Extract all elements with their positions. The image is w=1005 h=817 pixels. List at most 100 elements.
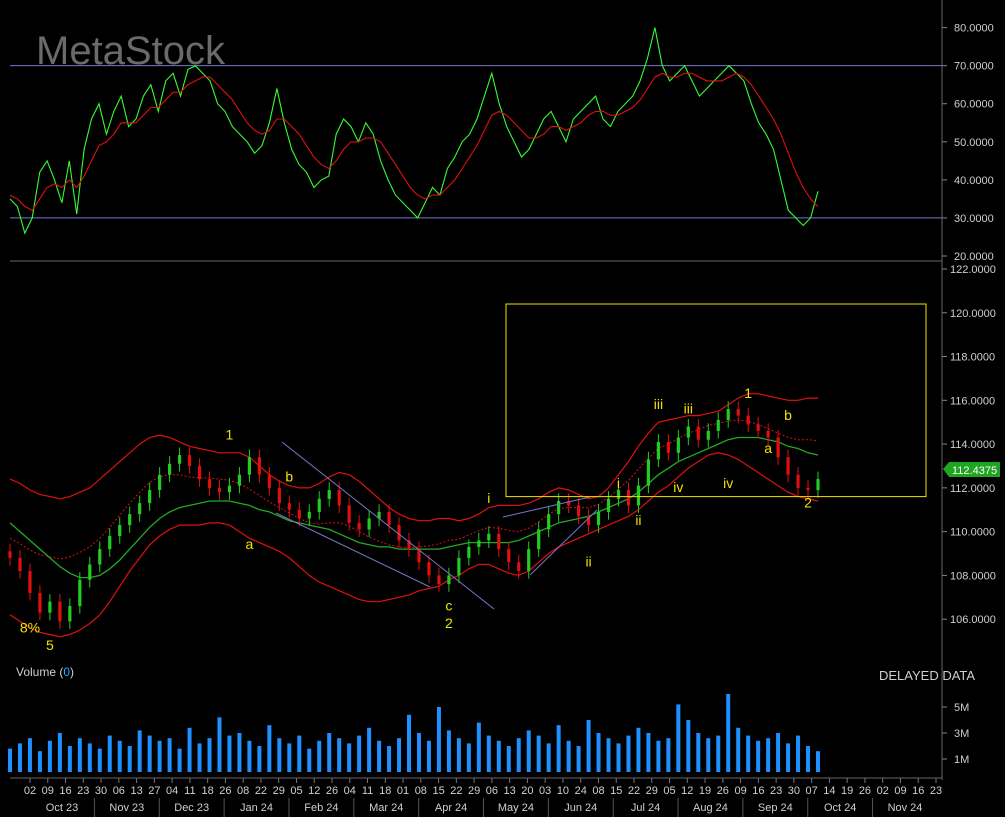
x-day-label: 05 <box>663 785 675 797</box>
candle-body <box>158 474 162 491</box>
watermark-group: MetaStock <box>36 29 226 73</box>
x-month-label: Sep 24 <box>758 802 793 814</box>
x-day-label: 30 <box>788 785 800 797</box>
volume-bar <box>726 694 731 772</box>
candle-body <box>387 511 391 526</box>
x-month-label: Jan 24 <box>240 802 273 814</box>
volume-bar <box>197 743 202 772</box>
volume-bar <box>686 720 691 772</box>
x-month-label: Oct 23 <box>46 802 78 814</box>
volume-bar <box>616 743 621 772</box>
volume-bar <box>486 735 491 772</box>
volume-panel: Volume (0) DELAYED DATA 5M 3M 1M <box>8 665 975 772</box>
volume-bar <box>387 746 392 772</box>
candle-body <box>527 549 531 572</box>
x-day-label: 08 <box>415 785 427 797</box>
candle-body <box>197 465 202 480</box>
candle-body <box>696 426 700 440</box>
candle-body <box>297 509 301 519</box>
candle-body <box>706 430 710 440</box>
candle-body <box>437 575 441 585</box>
candle-body <box>517 562 521 572</box>
volume-bar <box>27 738 32 772</box>
volume-bar <box>97 748 102 772</box>
volume-bar <box>606 738 611 772</box>
candle-body <box>576 505 581 517</box>
candle-body <box>487 533 491 541</box>
candle-body <box>118 525 122 537</box>
candle-body <box>596 511 601 526</box>
wave-label: iv <box>723 475 733 491</box>
candle-body <box>716 420 720 431</box>
wave-label: b <box>285 468 293 484</box>
candle-body <box>616 490 621 499</box>
osc-tick-label: 80.0000 <box>954 23 994 35</box>
volume-bar <box>706 738 711 772</box>
wave-label: 2 <box>445 615 453 631</box>
price-tick-label: 120.0000 <box>950 308 996 320</box>
volume-bar <box>77 738 82 772</box>
volume-title: Volume (0) <box>16 665 74 679</box>
wave-label: iii <box>684 400 693 416</box>
candle-body <box>18 557 22 572</box>
volume-bar <box>796 735 801 772</box>
candle-body <box>636 485 641 506</box>
volume-bar <box>367 727 372 772</box>
x-day-label: 11 <box>362 785 373 797</box>
x-day-label: 09 <box>894 785 906 797</box>
volume-bar <box>816 751 820 772</box>
candle-body <box>177 455 182 464</box>
x-month-label: Apr 24 <box>435 802 467 814</box>
volume-bar <box>277 738 282 772</box>
candle-body <box>397 525 401 541</box>
candle-body <box>736 409 740 416</box>
volume-bar <box>257 746 262 772</box>
last-price-tag: 112.4375 <box>952 465 997 477</box>
x-month-label: Feb 24 <box>304 802 338 814</box>
osc-tick-label: 50.0000 <box>954 137 994 149</box>
x-day-label: 19 <box>841 785 853 797</box>
volume-bar <box>566 740 571 772</box>
oscillator-panel: 80.0000 70.0000 60.0000 50.0000 40.0000 30.00… <box>9 23 994 263</box>
volume-bar <box>247 740 252 772</box>
volume-bar <box>676 704 681 772</box>
x-day-label: 26 <box>219 785 231 797</box>
x-day-label: 22 <box>255 785 267 797</box>
volume-bar <box>456 738 461 772</box>
candle-body <box>48 601 52 613</box>
candle-body <box>447 575 451 585</box>
candle-body <box>497 533 501 550</box>
candle-body <box>247 457 252 475</box>
volume-bar <box>806 746 811 772</box>
x-day-label: 23 <box>770 785 782 797</box>
candle-body <box>666 441 670 453</box>
volume-bar <box>666 738 671 772</box>
candle-body <box>357 522 361 530</box>
volume-bar <box>656 740 661 772</box>
volume-bar <box>716 735 721 772</box>
osc-tick-label: 20.0000 <box>954 251 994 263</box>
x-day-label: 02 <box>877 785 889 797</box>
volume-bar <box>416 733 421 772</box>
candle-body <box>776 437 780 458</box>
volume-label: Volume ( <box>16 665 63 679</box>
x-day-label: 16 <box>912 785 924 797</box>
candle-body <box>138 503 142 515</box>
volume-bar <box>127 746 132 772</box>
x-month-label: Mar 24 <box>369 802 403 814</box>
volume-bar <box>177 748 182 772</box>
candle-body <box>766 430 770 438</box>
lower-band-line <box>9 452 819 638</box>
wave-label: 2 <box>804 495 812 511</box>
price-tick-label: 112.0000 <box>950 483 995 495</box>
x-day-label: 23 <box>77 785 89 797</box>
candle-body <box>98 549 102 565</box>
wave-label: a <box>246 536 254 552</box>
x-day-label: 04 <box>344 785 356 797</box>
volume-bar <box>8 748 12 772</box>
candle-body <box>427 562 431 576</box>
volume-bar <box>107 735 112 772</box>
x-month-label: Aug 24 <box>693 802 728 814</box>
x-day-label: 13 <box>504 785 516 797</box>
